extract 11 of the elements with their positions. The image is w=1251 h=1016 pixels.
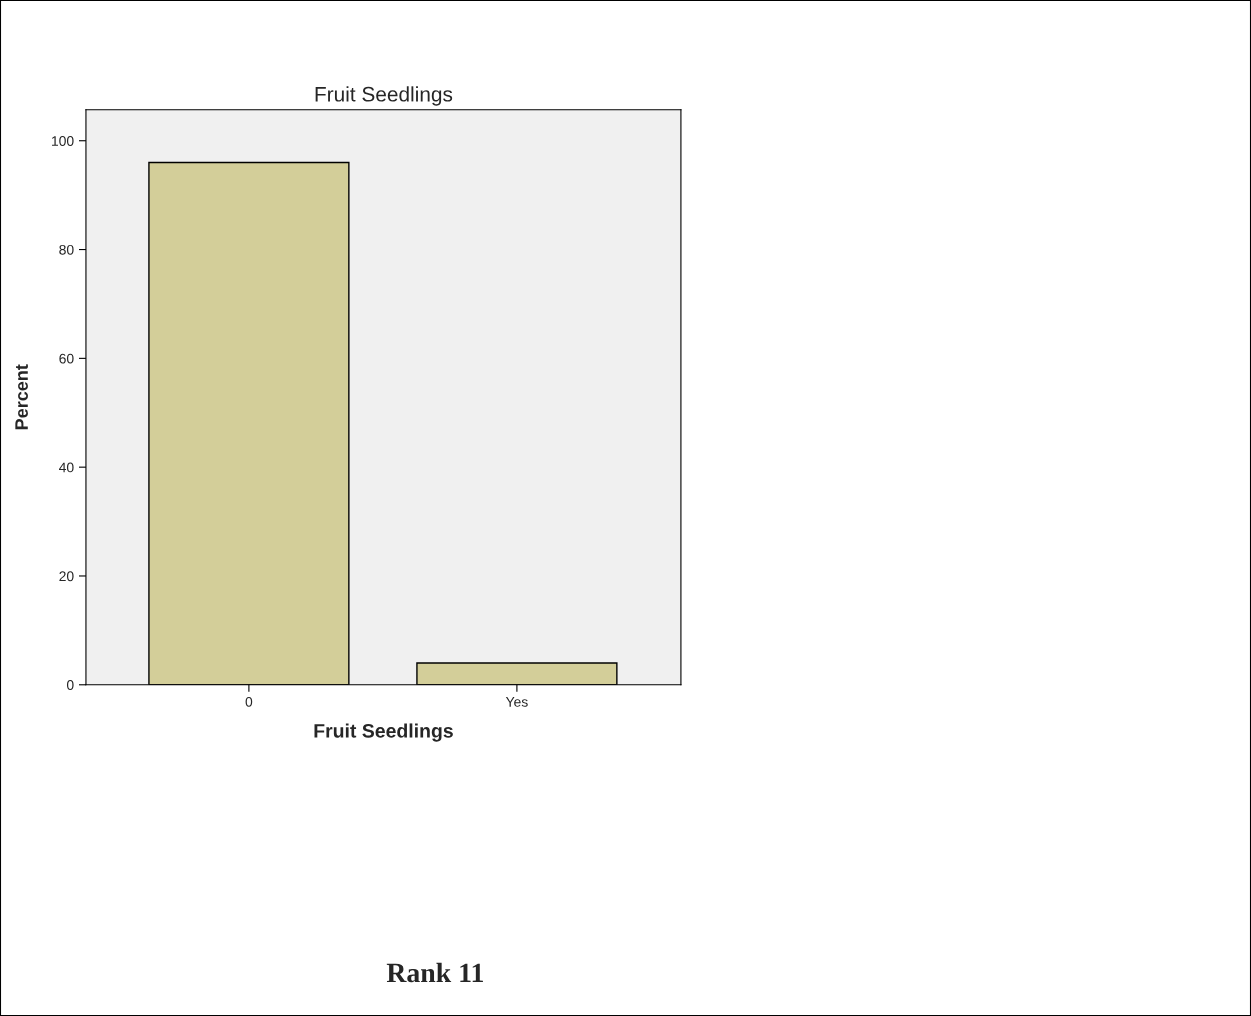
x-axis-title: Fruit Seedlings bbox=[314, 723, 453, 742]
x-tick-label: Yes bbox=[505, 697, 528, 707]
y-axis-title: Percent bbox=[15, 364, 28, 430]
text: Rank 11 bbox=[386, 962, 483, 983]
y-tick-label: 100 bbox=[52, 136, 74, 146]
y-tick-label: 40 bbox=[59, 462, 74, 473]
y-tick-label: 80 bbox=[59, 244, 74, 255]
y-tick-label: 0 bbox=[66, 680, 74, 690]
chart-title: Fruit Seedlings bbox=[315, 86, 453, 106]
y-tick-label: 20 bbox=[59, 571, 74, 582]
y-tick-label: 60 bbox=[59, 353, 74, 364]
